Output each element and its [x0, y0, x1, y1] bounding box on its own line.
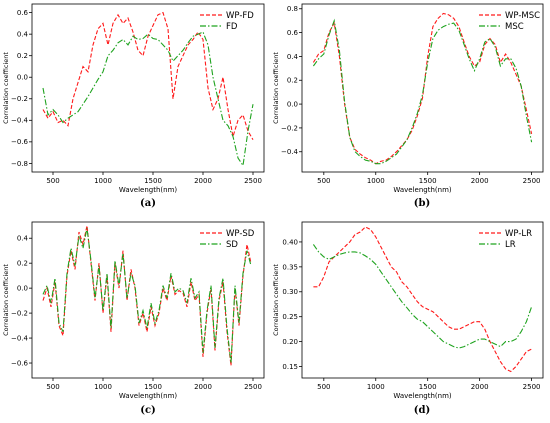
legend-entry: MSC [505, 22, 524, 32]
legend-entry: LR [505, 240, 516, 250]
y-tick-label: 0.0 [287, 100, 298, 108]
legend-entry: SD [226, 240, 238, 250]
legend-entry: WP-SD [226, 229, 255, 239]
legend-entry: FD [226, 22, 238, 32]
series-line-lr [312, 244, 533, 349]
plot-frame [301, 3, 544, 173]
x-tick-label: 500 [317, 177, 330, 185]
panel-a: 500 1000 1500 2000 2500 −0.8 −0.6 −0.4 −0.2 0.0 0.… [2, 3, 265, 209]
y-tick-label: 0.4 [17, 235, 29, 243]
y-tick-label: 0.8 [287, 5, 298, 13]
x-tick-label: 1500 [419, 177, 437, 185]
series-line-wp-fd [42, 11, 254, 140]
x-tick-label: 2500 [523, 383, 541, 391]
x-tick-label: 1000 [94, 177, 112, 185]
y-tick-label: 0.15 [282, 363, 298, 371]
y-tick-label: −0.4 [11, 334, 29, 342]
y-tick-label: 0.2 [287, 77, 298, 85]
x-axis-label: Wavelength(nm) [119, 186, 178, 194]
x-tick-label: 500 [317, 383, 330, 391]
x-tick-label: 500 [46, 177, 59, 185]
y-tick-label: −0.2 [281, 124, 298, 132]
y-tick-label: −0.2 [11, 310, 28, 318]
x-tick-label: 1000 [367, 177, 385, 185]
y-tick-label: −0.8 [11, 160, 28, 168]
legend-entry: WP-MSC [505, 11, 540, 21]
legend-entry: WP-LR [505, 229, 532, 239]
y-axis-label: Correlation coefficient [272, 52, 280, 124]
y-tick-label: 0.4 [287, 53, 299, 61]
y-tick-label: 0.30 [282, 288, 298, 296]
x-tick-label: 2000 [471, 177, 489, 185]
y-tick-label: 0.6 [287, 29, 299, 37]
x-tick-label: 2000 [194, 177, 212, 185]
x-tick-label: 1000 [367, 383, 385, 391]
panel-d: 500 1000 1500 2000 2500 0.15 0.20 0.25 0.30 0.35 0… [272, 221, 544, 416]
y-tick-label: 0.2 [17, 52, 28, 60]
plot-frame [31, 3, 265, 173]
panel-c: 500 1000 1500 2000 2500 −0.6 −0.4 −0.2 0.0 0.2 0.4… [2, 221, 265, 416]
y-tick-label: 0.0 [17, 285, 28, 293]
y-axis-label: Correlation coefficient [2, 52, 10, 124]
y-tick-label: 0.35 [282, 263, 298, 271]
panel-label: (d) [414, 405, 430, 416]
legend-entry: WP-FD [226, 11, 254, 21]
y-tick-label: 0.40 [282, 238, 298, 246]
panel-label: (a) [140, 198, 156, 209]
y-tick-label: −0.4 [11, 117, 29, 125]
y-tick-label: −0.4 [281, 148, 299, 156]
x-tick-label: 1500 [144, 177, 162, 185]
series-line-fd [42, 31, 254, 167]
panel-label: (b) [414, 198, 430, 209]
y-tick-label: 0.2 [17, 260, 28, 268]
x-tick-label: 1500 [419, 383, 437, 391]
y-axis-label: Correlation coefficient [272, 264, 280, 336]
panel-b: 500 1000 1500 2000 2500 −0.4 −0.2 0.0 0.2 0.4 0.6 0… [272, 3, 544, 209]
x-axis-label: Wavelength(nm) [119, 392, 178, 400]
x-tick-label: 2500 [244, 177, 262, 185]
y-tick-label: 0.4 [17, 31, 29, 39]
x-axis-label: Wavelength(nm) [393, 186, 452, 194]
series-line-sd [42, 228, 252, 364]
y-tick-label: 0.0 [17, 74, 28, 82]
series-line-wp-lr [313, 226, 532, 373]
x-tick-label: 1000 [94, 383, 112, 391]
plot-frame [31, 221, 265, 379]
series-line-msc [312, 18, 533, 165]
x-tick-label: 2500 [523, 177, 541, 185]
panel-label: (c) [140, 405, 156, 416]
x-tick-label: 500 [46, 383, 59, 391]
y-tick-label: −0.2 [11, 95, 28, 103]
x-tick-label: 2000 [471, 383, 489, 391]
x-tick-label: 2500 [244, 383, 262, 391]
x-tick-label: 2000 [194, 383, 212, 391]
y-tick-label: 0.6 [17, 9, 29, 17]
y-tick-label: 0.25 [282, 313, 298, 321]
y-axis-label: Correlation coefficient [2, 264, 10, 336]
x-tick-label: 1500 [144, 383, 162, 391]
series-line-wp-msc [312, 12, 533, 165]
y-tick-label: −0.6 [11, 359, 29, 367]
y-tick-label: 0.20 [282, 338, 298, 346]
plot-frame [301, 221, 544, 379]
x-axis-label: Wavelength(nm) [393, 392, 452, 400]
y-tick-label: −0.6 [11, 138, 29, 146]
